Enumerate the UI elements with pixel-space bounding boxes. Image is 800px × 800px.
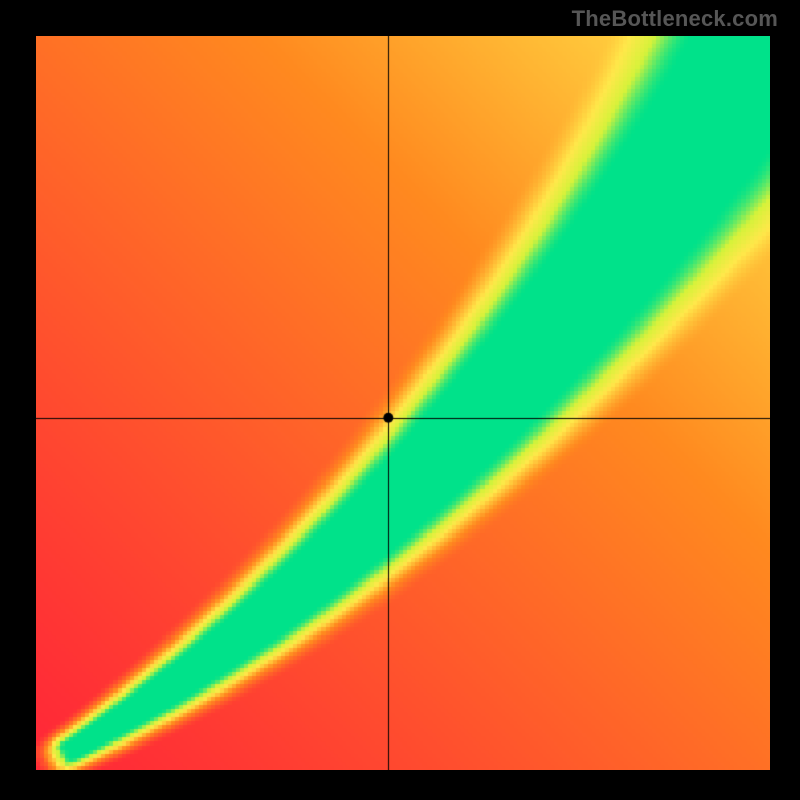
watermark-text: TheBottleneck.com	[572, 6, 778, 32]
crosshair-overlay	[36, 36, 770, 770]
stage: TheBottleneck.com	[0, 0, 800, 800]
